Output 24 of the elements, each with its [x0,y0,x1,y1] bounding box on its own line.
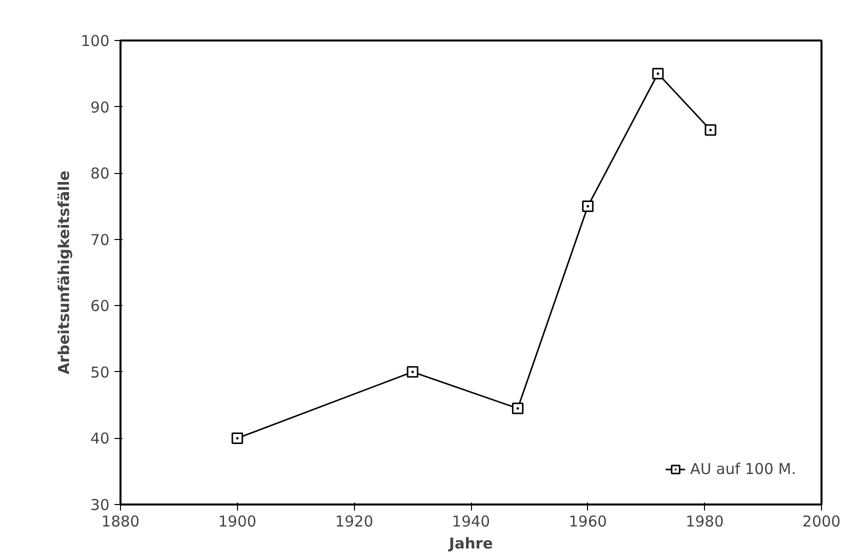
point [406,366,418,378]
x-tick-label: 1900 [218,512,256,530]
point [232,432,244,444]
x-tick-label: 1940 [452,512,490,530]
y-axis-title: Arbeitsunfähigkeitsfälle [54,170,73,374]
x-tick-label: 1880 [101,512,140,530]
y-tick-label: 50 [90,363,110,382]
point [652,68,664,80]
y-tick-label: 100 [80,32,110,50]
point [704,124,716,136]
y-tick-label: 80 [90,164,110,183]
x-tick-label: 1960 [568,512,607,530]
y-tick-label: 60 [90,297,110,316]
x-tick-label: 1980 [686,512,724,530]
x-tick-label: 1920 [335,512,374,530]
y-tick-label: 70 [90,230,110,249]
y-tick-label: 30 [90,496,110,514]
x-tick-label: 2000 [802,512,841,530]
y-tick-label: 40 [90,430,110,448]
y-tick-label: 90 [90,98,110,116]
x-axis-title: Jahre [448,534,493,552]
legend-label: AU auf 100 M. [690,460,796,478]
point [512,402,524,414]
point [582,200,594,212]
